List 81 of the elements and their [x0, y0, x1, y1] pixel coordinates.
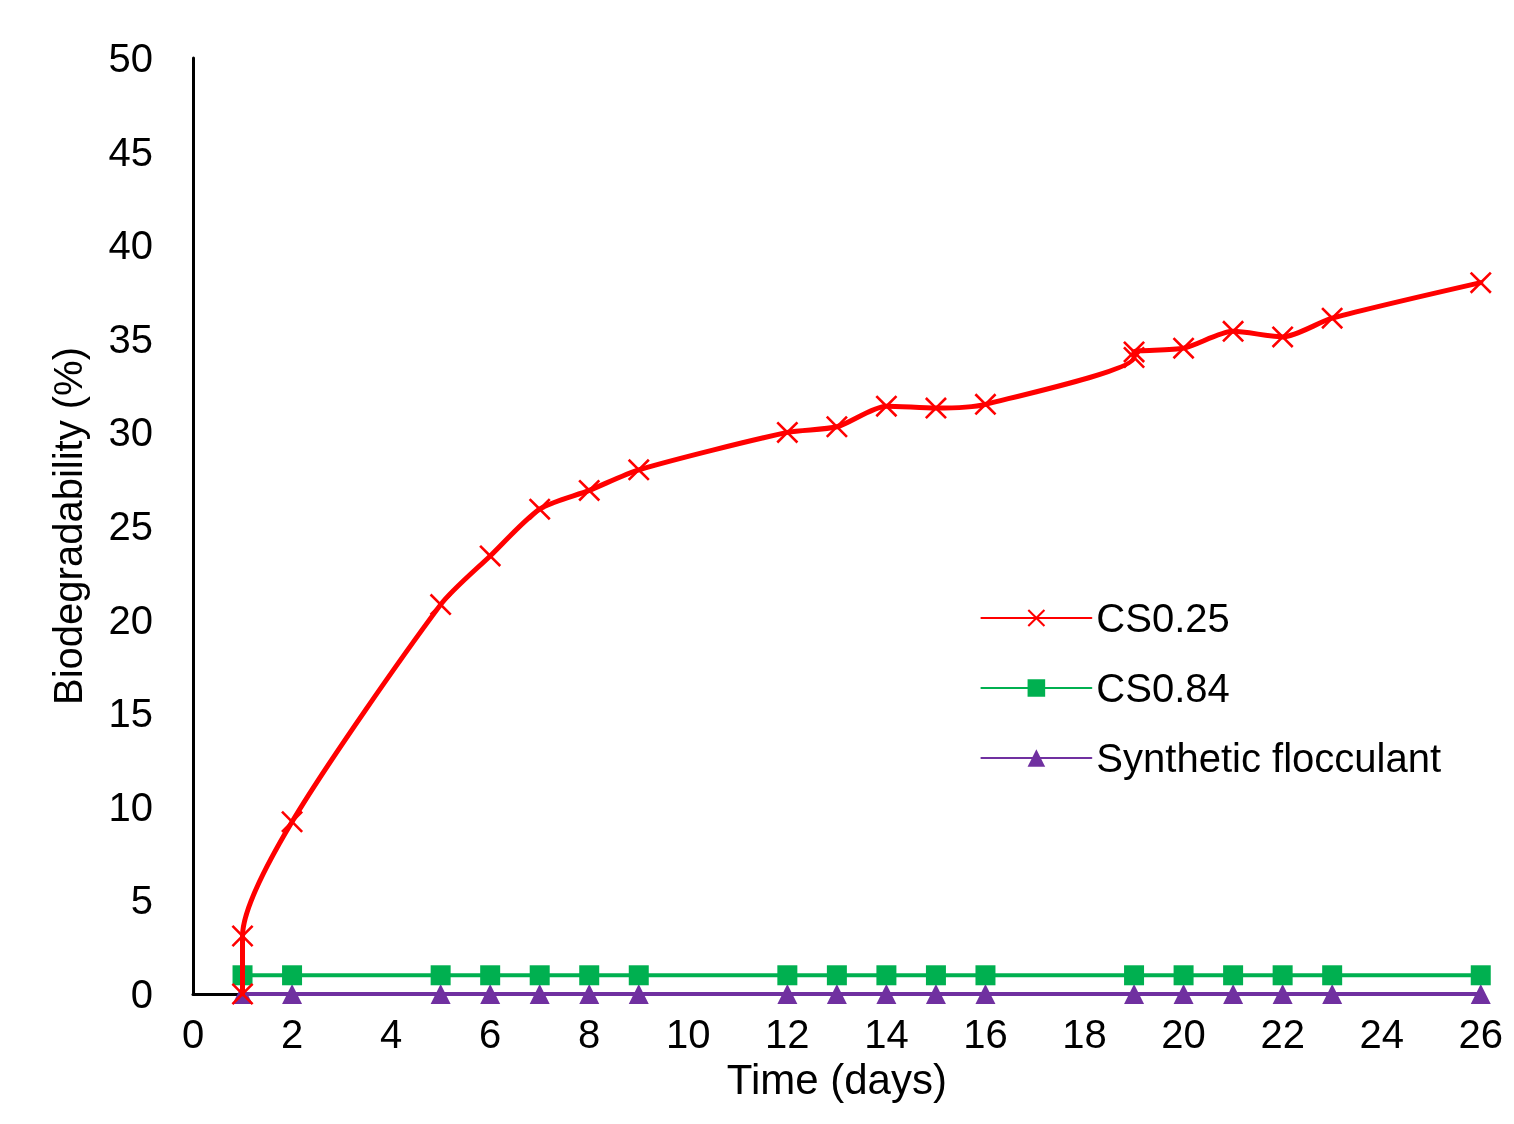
y-tick-label: 20: [108, 597, 153, 642]
y-tick-label: 5: [130, 878, 153, 923]
y-tick-label: 50: [108, 36, 153, 80]
point: [1124, 984, 1145, 1004]
point: [579, 965, 600, 986]
point: [1223, 984, 1244, 1004]
x-tick-label: 0: [181, 1012, 205, 1056]
x-tick-label: 26: [1458, 1012, 1503, 1056]
point: [925, 965, 946, 986]
y-tick-label: 35: [108, 316, 153, 361]
point: [282, 965, 303, 986]
x-tick-label: 6: [479, 1012, 502, 1056]
point: [1321, 307, 1344, 330]
point: [430, 984, 451, 1004]
point: [876, 965, 897, 986]
point: [479, 544, 502, 567]
x-tick-label: 14: [864, 1012, 909, 1056]
point: [1222, 320, 1245, 343]
x-tick-label: 16: [963, 1012, 1008, 1056]
point: [777, 984, 798, 1004]
y-tick-label: 45: [108, 129, 153, 174]
point: [1123, 346, 1146, 369]
y-axis-title: Biodegradability (%): [46, 347, 90, 705]
point: [480, 984, 501, 1004]
x-tick-label: 2: [280, 1012, 304, 1056]
x-axis-title: Time (days): [726, 1056, 947, 1104]
y-tick-label: 0: [130, 972, 153, 1016]
y-tick-label: 15: [108, 691, 153, 736]
x-tick-label: 12: [765, 1012, 810, 1056]
x-tick-label: 24: [1359, 1012, 1404, 1056]
x-tick-label: 20: [1161, 1012, 1206, 1056]
legend-label: CS0.84: [1096, 666, 1230, 710]
x-tick-label: 8: [578, 1012, 601, 1056]
point: [529, 965, 550, 986]
point: [528, 498, 551, 521]
point: [231, 924, 254, 947]
point: [826, 984, 847, 1004]
point: [1173, 984, 1194, 1004]
point: [1124, 965, 1145, 986]
point: [1173, 965, 1194, 986]
point: [627, 458, 650, 481]
point: [975, 984, 996, 1004]
point: [1322, 965, 1343, 986]
point: [1469, 271, 1492, 294]
point: [579, 984, 600, 1004]
point: [1172, 337, 1195, 360]
point: [1223, 965, 1244, 986]
point: [974, 393, 997, 416]
point: [628, 984, 649, 1004]
point: [281, 810, 304, 833]
point: [1470, 965, 1491, 986]
point: [777, 965, 798, 986]
point: [429, 593, 452, 616]
point: [480, 965, 501, 986]
point: [1272, 984, 1293, 1004]
point: [1272, 965, 1293, 986]
legend-label: Synthetic flocculant: [1096, 736, 1442, 780]
point: [875, 395, 898, 418]
point: [776, 421, 799, 444]
x-tick-label: 22: [1260, 1012, 1305, 1056]
point: [1271, 325, 1294, 348]
point: [628, 965, 649, 986]
point: [825, 415, 848, 438]
point: [826, 965, 847, 986]
y-tick-label: 30: [108, 410, 153, 455]
point: [430, 965, 451, 986]
y-tick-label: 10: [108, 784, 153, 829]
point: [1322, 984, 1343, 1004]
point: [975, 965, 996, 986]
x-tick-label: 4: [379, 1012, 403, 1056]
x-tick-label: 18: [1062, 1012, 1107, 1056]
point: [1470, 984, 1491, 1004]
legend-label: CS0.25: [1096, 596, 1230, 640]
y-tick-label: 40: [108, 223, 153, 268]
point: [925, 984, 946, 1004]
point: [578, 479, 601, 502]
point: [876, 984, 897, 1004]
x-tick-label: 10: [666, 1012, 711, 1056]
y-tick-label: 25: [108, 504, 153, 548]
point: [282, 984, 303, 1004]
point: [529, 984, 550, 1004]
